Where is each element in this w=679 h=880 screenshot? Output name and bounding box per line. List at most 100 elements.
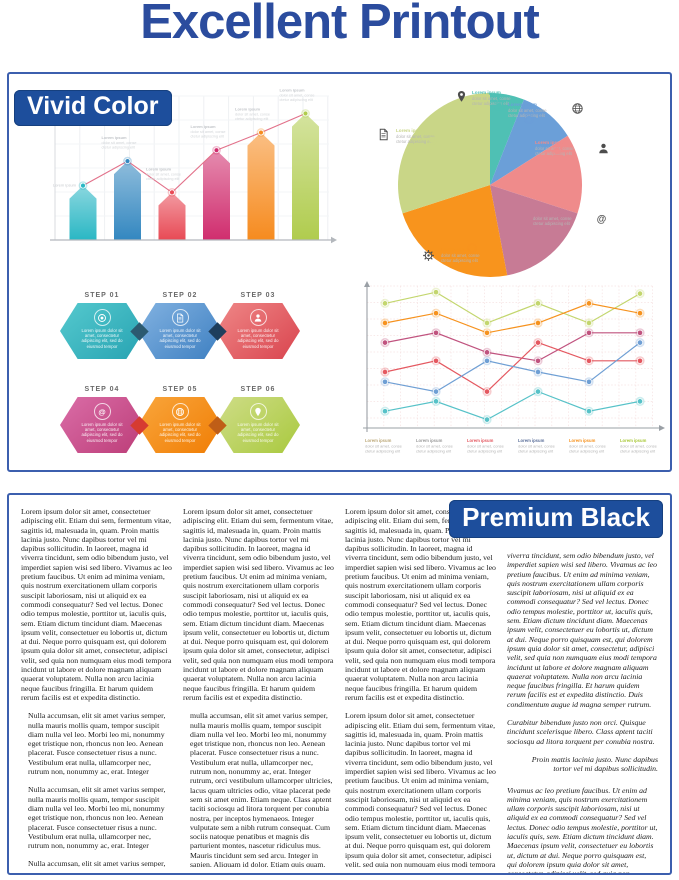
step-label: STEP 01	[84, 292, 120, 299]
svg-text:Lorem ipsum: Lorem ipsum	[416, 438, 443, 443]
globe-icon	[171, 403, 189, 420]
svg-text:ctetur adipiscing elit: ctetur adipiscing elit	[416, 449, 452, 454]
svg-text:ctetur adipiscing elit: ctetur adipiscing elit	[102, 146, 136, 150]
paragraph: Nulla accumsan, elit sit amet varius sem…	[28, 859, 166, 867]
step-text: Lorem ipsum dolor sit amet, consectetur …	[81, 328, 123, 349]
person-icon	[249, 309, 267, 326]
pie-chart-svg	[398, 93, 583, 278]
line-series-green	[384, 291, 641, 324]
svg-text:dolor sit amet, conse: dolor sit amet, conse	[620, 444, 658, 449]
step-hexagon: Lorem ipsum dolor sit amet, consectetur …	[216, 397, 300, 453]
svg-text:Lorem ipsum: Lorem ipsum	[365, 438, 392, 443]
step-text: Lorem ipsum dolor sit amet, consectetur …	[237, 422, 279, 443]
callout-dot	[552, 210, 558, 216]
pie-slice	[490, 185, 578, 276]
svg-text:dolor sit amet, conse: dolor sit amet, conse	[146, 172, 181, 176]
gear-icon	[422, 249, 435, 267]
svg-text:Lorem ipsum: Lorem ipsum	[235, 107, 261, 112]
callout-dot	[554, 148, 560, 154]
bar	[114, 161, 141, 240]
svg-text:dolor sit amet, conse: dolor sit amet, conse	[518, 444, 556, 449]
at-icon: @	[93, 403, 111, 420]
bar	[203, 150, 230, 240]
paragraph: viverra tincidunt, sem odio bibendum jus…	[507, 551, 657, 709]
paragraph: Lorem ipsum dolor sit amet, consectetuer…	[345, 711, 496, 867]
text-column-1: Lorem ipsum dolor sit amet, consectetuer…	[21, 507, 172, 867]
step-text: Lorem ipsum dolor sit amet, consectetur …	[159, 328, 201, 349]
svg-text:Lorem ipsum: Lorem ipsum	[53, 183, 77, 188]
svg-text:Lorem ipsum: Lorem ipsum	[620, 438, 647, 443]
svg-text:ctetur adipiscing elit: ctetur adipiscing elit	[191, 135, 225, 139]
svg-text:dolor sit amet, conse: dolor sit amet, conse	[102, 141, 137, 145]
pie-slice	[402, 185, 508, 278]
callout-dot	[496, 103, 502, 109]
callout-title: Lorem ipsum	[441, 247, 470, 252]
svg-text:ctetur adipiscing elit: ctetur adipiscing elit	[467, 449, 503, 454]
svg-text:dolor sit amet, conse: dolor sit amet, conse	[467, 444, 505, 449]
line-series-blue	[384, 342, 641, 393]
paragraph: Lorem ipsum dolor sit amet, consectetuer…	[183, 507, 334, 702]
step-text: Lorem ipsum dolor sit amet, consectetur …	[159, 422, 201, 443]
svg-text:ctetur adipiscing elit: ctetur adipiscing elit	[620, 449, 656, 454]
text-columns: Lorem ipsum dolor sit amet, consectetuer…	[21, 507, 658, 873]
pin-icon	[249, 403, 267, 420]
pie-chart: Lorem ipsum dolor sit amet, conse ctetur a…	[338, 82, 663, 287]
trend-line	[82, 113, 306, 194]
pie-slice	[490, 93, 524, 185]
paragraph: Curabitur bibendum justo non orci. Quisq…	[507, 718, 655, 746]
document-icon	[377, 128, 390, 146]
svg-text:Lorem ipsum: Lorem ipsum	[280, 88, 306, 93]
svg-text:Lorem ipsum: Lorem ipsum	[146, 166, 172, 171]
svg-text:dolor sit amet, conse: dolor sit amet, conse	[280, 94, 315, 98]
gear-icon	[423, 250, 434, 261]
step-hexagon: Lorem ipsum dolor sit amet, consectetur …	[216, 303, 300, 359]
vivid-color-section: Vivid Color Lorem ipsum Lorem ipsum dolor …	[7, 72, 672, 472]
bar-chart: Lorem ipsum Lorem ipsum dolor sit amet, co…	[45, 88, 337, 266]
svg-text:Lorem ipsum: Lorem ipsum	[569, 438, 596, 443]
paragraph: mulla accumsan, elit sit amet varius sem…	[190, 711, 333, 867]
svg-text:ctetur adipiscing elit: ctetur adipiscing elit	[518, 449, 554, 454]
at-icon: @	[98, 407, 105, 416]
premium-black-badge: Premium Black	[449, 500, 663, 538]
callout-title: Lorem ipsum	[535, 140, 564, 145]
svg-text:dolor sit amet, conse: dolor sit amet, conse	[365, 444, 403, 449]
svg-text:@: @	[98, 407, 105, 416]
text-column-3: Lorem ipsum dolor sit amet, consectetuer…	[345, 507, 496, 867]
svg-text:Lorem ipsum: Lorem ipsum	[467, 438, 494, 443]
callout-dot	[526, 116, 532, 122]
paragraph: Vivamus ac leo pretium faucibus. Ut enim…	[507, 785, 658, 873]
callout-dot	[429, 137, 435, 143]
svg-text:dolor sit amet, conse: dolor sit amet, conse	[235, 113, 270, 117]
line-series-red	[384, 341, 640, 393]
text-column-2: Lorem ipsum dolor sit amet, consectetuer…	[183, 507, 334, 867]
svg-text:ctetur adipiscing elit: ctetur adipiscing elit	[365, 449, 401, 454]
bar	[292, 113, 319, 240]
step-label: STEP 03	[240, 292, 276, 299]
callout-dot	[469, 245, 475, 251]
line-chart: Lorem ipsum dolor sit amet, conse ctetur a…	[345, 278, 670, 466]
bar	[247, 132, 275, 240]
line-series-orange	[384, 302, 641, 334]
globe-icon	[175, 407, 185, 416]
callout-title: Lorem ipsum	[533, 210, 562, 215]
step-text: Lorem ipsum dolor sit amet, consectetur …	[237, 328, 279, 349]
line-series-mauve	[384, 332, 640, 362]
pin-icon	[457, 91, 466, 102]
svg-text:Lorem ipsum: Lorem ipsum	[191, 124, 217, 129]
pin-icon	[255, 407, 261, 416]
svg-text:ctetur adipiscing elit: ctetur adipiscing elit	[280, 98, 314, 102]
step-label: STEP 06	[240, 386, 276, 393]
target-icon	[93, 309, 111, 326]
text-column-4: viverra tincidunt, sem odio bibendum jus…	[507, 507, 658, 873]
svg-text:@: @	[597, 214, 607, 225]
page-title: Excellent Printout	[140, 0, 540, 49]
steps-infographic: STEP 01 Lorem ipsum dolor sit amet, conse…	[55, 292, 315, 464]
